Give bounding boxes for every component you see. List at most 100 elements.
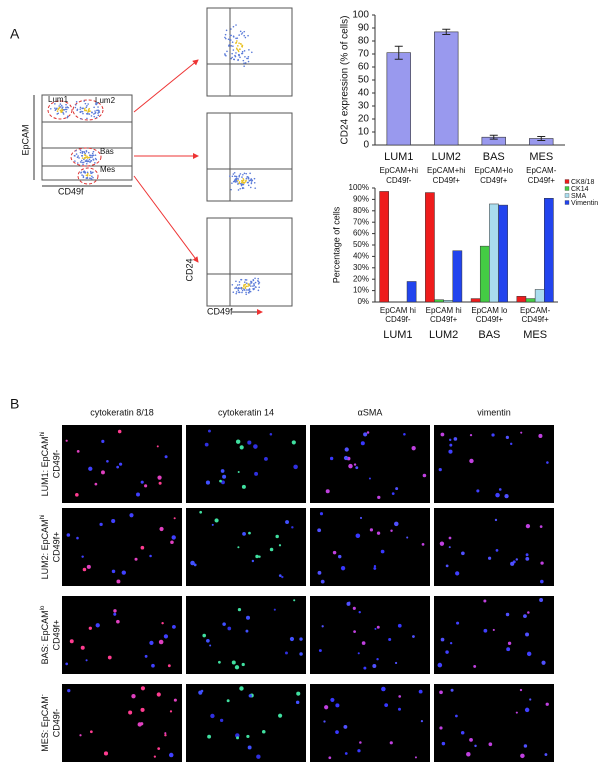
row-label: CD49f- xyxy=(51,450,61,479)
cell-dot xyxy=(173,517,176,520)
cell-dot xyxy=(244,286,247,289)
cell-dot xyxy=(121,570,126,575)
y-tick-label: 40 xyxy=(358,88,370,99)
cell-dot xyxy=(204,442,209,447)
cell-dot xyxy=(240,286,243,289)
cell-dot xyxy=(329,456,334,461)
cell-dot xyxy=(241,32,244,34)
cell-dot xyxy=(240,43,242,45)
y-tick-label: 50% xyxy=(353,240,369,249)
cell-dot xyxy=(245,180,247,182)
column-header: cytokeratin 14 xyxy=(218,407,274,417)
cell-dot xyxy=(236,40,238,42)
cell-dot xyxy=(285,651,288,655)
cell-dot xyxy=(88,626,92,630)
cell-dot xyxy=(515,558,519,561)
y-axis-label: CD24 expression (% of cells) xyxy=(340,16,351,145)
cell-dot xyxy=(89,174,91,177)
cell-dot xyxy=(66,115,69,118)
cell-dot xyxy=(363,666,367,670)
cell-dot xyxy=(101,470,105,475)
cell-dot xyxy=(254,187,257,189)
cell-dot xyxy=(91,152,94,155)
cell-dot xyxy=(525,632,530,637)
cell-dot xyxy=(237,189,240,191)
cell-dot xyxy=(269,432,273,436)
row-label: CD49f- xyxy=(51,709,61,738)
error-bar xyxy=(537,136,546,141)
cell-dot xyxy=(251,51,253,54)
axis-label: CD49f xyxy=(58,186,84,196)
x-tick-detail: EpCAM+hi xyxy=(380,166,419,175)
gate xyxy=(72,99,104,121)
cell-dot xyxy=(237,179,239,182)
cell-dot xyxy=(85,149,88,152)
cell-dot xyxy=(57,112,60,115)
cell-dot xyxy=(149,640,154,645)
group-label: LUM2 xyxy=(429,329,458,341)
cell-dot xyxy=(361,641,366,645)
cell-dot xyxy=(389,741,393,745)
cell-dot xyxy=(359,516,363,520)
cell-dot xyxy=(506,647,511,652)
cell-dot xyxy=(230,57,233,60)
cell-dot xyxy=(82,175,85,177)
cell-dot xyxy=(258,555,261,558)
row-label-sup: lo xyxy=(40,605,46,610)
cell-dot xyxy=(74,155,76,157)
cell-dot xyxy=(86,159,88,161)
cell-dot xyxy=(249,172,251,175)
cell-dot xyxy=(317,570,322,575)
cell-dot xyxy=(149,554,152,558)
x-tick-detail: EpCAM- xyxy=(526,166,557,175)
cell-dot xyxy=(254,471,259,476)
cell-dot xyxy=(505,612,510,617)
cell-dot xyxy=(80,159,83,162)
cell-dot xyxy=(352,606,356,610)
cell-dot xyxy=(248,694,252,698)
cell-dot xyxy=(153,755,156,758)
cell-dot xyxy=(440,637,445,642)
cell-dot xyxy=(173,698,177,702)
cell-dot xyxy=(79,106,82,109)
y-tick-label: 90 xyxy=(358,23,370,34)
cell-dot xyxy=(163,634,169,639)
cell-dot xyxy=(237,178,239,180)
cell-dot xyxy=(541,660,546,665)
cell-dot xyxy=(96,109,98,112)
cell-dot xyxy=(86,171,89,174)
cell-dot xyxy=(330,697,335,702)
cell-dot xyxy=(241,50,244,53)
cell-dot xyxy=(245,282,248,284)
cell-dot xyxy=(156,692,161,697)
cell-dot xyxy=(376,625,380,629)
cell-dot xyxy=(131,694,136,699)
cell-dot xyxy=(134,557,138,561)
cell-dot xyxy=(193,563,197,567)
cell-dot xyxy=(235,280,237,283)
cell-dot xyxy=(54,103,56,105)
cell-dot xyxy=(469,433,473,437)
cell-dot xyxy=(76,536,79,540)
cell-dot xyxy=(247,291,250,294)
legend-label: CK8/18 xyxy=(571,179,594,186)
cell-dot xyxy=(89,730,93,734)
cell-dot xyxy=(275,534,279,539)
x-tick-label: LUM1 xyxy=(384,151,413,163)
cell-dot xyxy=(324,705,329,710)
cell-dot xyxy=(245,293,248,296)
row-label: LUM1: EpCAMhi xyxy=(40,432,51,497)
cell-dot xyxy=(170,540,174,545)
cell-dot xyxy=(236,37,239,39)
cell-dot xyxy=(285,520,290,524)
cell-dot xyxy=(200,689,204,693)
cell-dot xyxy=(171,535,176,540)
cell-dot xyxy=(232,45,234,47)
column-header: αSMA xyxy=(358,407,383,417)
cell-dot xyxy=(255,554,259,559)
cell-dot xyxy=(117,429,122,434)
cell-dot xyxy=(418,689,423,694)
cell-dot xyxy=(238,175,240,178)
cell-dot xyxy=(397,623,402,628)
cell-dot xyxy=(495,548,499,552)
